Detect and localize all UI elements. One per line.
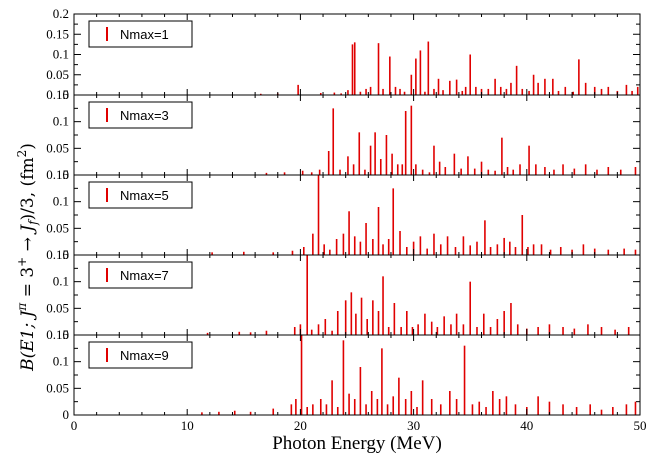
legend-label: Nmax=1 xyxy=(120,27,169,42)
y-tick-label: 0.05 xyxy=(46,220,69,235)
legend-box xyxy=(88,261,193,289)
legend: Nmax=3 xyxy=(88,101,193,129)
chart-panels: 00.050.10.150.2Nmax=100.050.10.15Nmax=30… xyxy=(46,6,641,422)
legend: Nmax=1 xyxy=(88,20,193,48)
y-tick-label: 0.05 xyxy=(46,140,69,155)
y-tick-label: 0.15 xyxy=(46,167,69,182)
panel-1: 0 0.05 0.1 0.15 0.2 Nmax=1 xyxy=(46,6,641,102)
legend-label: Nmax=7 xyxy=(120,268,169,283)
panel-5: 0 0.05 0.1 0.15 Nmax=9 xyxy=(46,327,641,422)
legend: Nmax=5 xyxy=(88,181,193,209)
x-axis-title: Photon Energy (MeV) xyxy=(272,433,442,454)
x-tick-label: 0 xyxy=(71,418,78,433)
y-tick-label: 0.05 xyxy=(46,380,69,395)
legend-label: Nmax=5 xyxy=(120,188,169,203)
x-tick-label: 40 xyxy=(520,418,533,433)
y-tick-label: 0.05 xyxy=(46,67,69,82)
x-axis: 0 10 20 30 40 50 xyxy=(71,418,647,433)
y-tick-label: 0 xyxy=(63,167,70,182)
y-tick-label: 0.1 xyxy=(53,47,69,62)
x-tick-label: 30 xyxy=(407,418,420,433)
y-tick-label: 0.15 xyxy=(46,247,69,262)
legend-label: Nmax=3 xyxy=(120,108,169,123)
y-tick-label: 0.1 xyxy=(53,114,69,129)
y-tick-label: 0.15 xyxy=(46,26,69,41)
x-tick-label: 50 xyxy=(634,418,647,433)
y-tick-label: 0.15 xyxy=(46,87,69,102)
y-axis-title: B(E1; Jπ = 3+ → Jf)/3, (fm2) xyxy=(15,143,40,372)
x-tick-label: 20 xyxy=(294,418,307,433)
y-tick-label: 0 xyxy=(63,87,70,102)
y-tick-label: 0.2 xyxy=(53,6,69,21)
legend: Nmax=7 xyxy=(88,261,193,289)
legend-label: Nmax=9 xyxy=(120,348,169,363)
y-tick-label: 0.1 xyxy=(53,354,69,369)
legend: Nmax=9 xyxy=(88,341,193,369)
y-tick-label: 0.05 xyxy=(46,300,69,315)
y-tick-label: 0.1 xyxy=(53,274,69,289)
panel-4: 0 0.05 0.1 0.15 Nmax=7 xyxy=(46,247,641,342)
y-tick-label: 0 xyxy=(63,327,70,342)
y-tick-label: 0.15 xyxy=(46,327,69,342)
x-tick-label: 10 xyxy=(181,418,194,433)
panel-2: 0 0.05 0.1 0.15 Nmax=3 xyxy=(46,87,641,182)
y-tick-label: 0 xyxy=(63,407,70,422)
panel-3: 0 0.05 0.1 0.15 Nmax=5 xyxy=(46,167,641,262)
y-tick-label: 0.1 xyxy=(53,194,69,209)
y-tick-label: 0 xyxy=(63,247,70,262)
